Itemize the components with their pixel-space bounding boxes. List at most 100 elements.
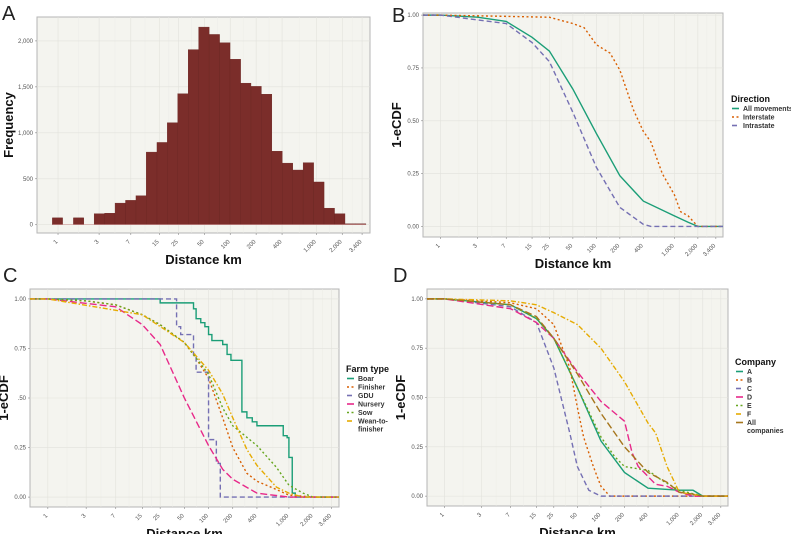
x-tick-label: 400 xyxy=(633,243,645,255)
x-tick-label: 7 xyxy=(501,243,508,250)
panel-a: A 1 3 7 15 25 50 100 200 400 1,000 2,000 3,400 0 500 1,… xyxy=(1,3,371,267)
y-tick-label: 1.00 xyxy=(407,13,419,19)
legend-label: Boar xyxy=(358,376,374,383)
x-tick-label: 200 xyxy=(246,239,258,251)
x-tick-label: 400 xyxy=(638,512,650,524)
y-tick-label: 1.00 xyxy=(411,297,423,303)
legend-label: Interstate xyxy=(743,115,775,122)
histogram-bar xyxy=(240,82,252,225)
y-tick-label: 0.25 xyxy=(407,172,419,178)
x-axis-label: Distance km xyxy=(165,252,242,267)
legend-label-line: All xyxy=(747,420,756,427)
histogram-bar xyxy=(167,122,178,225)
x-tick-label: 200 xyxy=(610,243,622,255)
panel-letter: C xyxy=(3,265,17,287)
x-tick-label: 15 xyxy=(135,513,144,522)
legend-label: F xyxy=(747,412,752,419)
y-tick-label: 0.25 xyxy=(411,445,423,451)
x-tick-label: 3 xyxy=(94,239,101,246)
histogram-bar xyxy=(271,150,283,225)
histogram-bar xyxy=(229,59,241,225)
x-axis-label: Distance km xyxy=(146,526,223,534)
legend-label-line: Wean-to- xyxy=(358,419,388,426)
x-axis-label: Distance km xyxy=(539,525,616,534)
histogram-bar xyxy=(198,26,210,225)
panel-letter: A xyxy=(2,3,16,25)
histogram-bar xyxy=(219,42,231,225)
panel-d: D 1 3 7 15 25 50 100 200 400 1,000 2,000 3,400 0.00 0.… xyxy=(393,265,784,534)
histogram-bar xyxy=(104,213,116,225)
legend-label: Sow xyxy=(358,410,373,417)
panel-b: B 1 3 7 15 25 50 100 200 400 1,000 2,000 3,400 0.00 0.… xyxy=(389,5,791,271)
x-tick-label: 1 xyxy=(439,512,446,519)
y-tick-label: .50 xyxy=(18,396,27,402)
series-line-all-companies xyxy=(427,298,728,497)
y-axis-label: 1-eCDF xyxy=(393,375,408,421)
histogram-bar xyxy=(146,151,158,225)
x-tick-label: 7 xyxy=(126,239,133,246)
x-tick-label: 1,000 xyxy=(275,513,290,528)
legend-label-line: finisher xyxy=(358,427,384,434)
x-tick-label: 3,400 xyxy=(318,513,333,528)
x-tick-label: 400 xyxy=(272,239,284,251)
histogram-bar xyxy=(282,162,293,225)
x-tick-label: 2,000 xyxy=(684,243,699,258)
x-tick-label: 2,000 xyxy=(689,512,704,527)
y-tick-label: 1,500 xyxy=(18,85,34,91)
histogram-bar xyxy=(261,94,273,225)
x-tick-label: 100 xyxy=(220,239,232,251)
y-tick-label: 1,000 xyxy=(18,131,34,137)
histogram-bar xyxy=(208,34,220,225)
series-line-d xyxy=(427,298,728,497)
x-tick-label: 50 xyxy=(197,239,206,248)
y-tick-label: 0.25 xyxy=(14,446,26,452)
histogram-bar xyxy=(323,207,335,225)
legend-label: C xyxy=(747,386,752,393)
y-axis-label: Frequency xyxy=(1,91,16,158)
y-tick-label: 0.50 xyxy=(407,119,419,125)
series-line-sow xyxy=(30,298,339,498)
histogram-bar xyxy=(114,202,126,225)
series-line-nursery xyxy=(30,298,339,498)
legend-label: Nursery xyxy=(358,402,385,409)
legend-label: GDU xyxy=(358,393,374,400)
panel-letter: D xyxy=(393,265,407,287)
x-tick-label: 3 xyxy=(81,513,88,520)
x-tick-label: 200 xyxy=(615,512,627,524)
x-tick-label: 25 xyxy=(542,243,551,252)
series-line-f xyxy=(427,298,728,497)
legend-label: E xyxy=(747,403,752,410)
y-axis-label: 1-eCDF xyxy=(0,375,11,421)
x-tick-label: 15 xyxy=(152,239,161,248)
legend-label: D xyxy=(747,395,752,402)
x-tick-label: 15 xyxy=(529,512,538,521)
x-tick-label: 400 xyxy=(247,513,259,525)
series-line-boar xyxy=(30,298,339,498)
y-tick-label: 0.50 xyxy=(411,396,423,402)
x-tick-label: 3 xyxy=(477,512,484,519)
x-tick-label: 3,400 xyxy=(707,512,722,527)
x-tick-label: 200 xyxy=(223,513,235,525)
histogram-bar xyxy=(250,86,262,225)
legend-label: Intrastate xyxy=(743,123,775,130)
x-tick-label: 50 xyxy=(565,243,574,252)
x-tick-label: 7 xyxy=(111,513,118,520)
x-tick-label: 25 xyxy=(153,513,162,522)
histogram-bar xyxy=(177,93,189,225)
x-tick-label: 25 xyxy=(171,239,180,248)
legend-label: Finisher xyxy=(358,385,386,392)
x-tick-label: 7 xyxy=(505,512,512,519)
y-tick-label: 2,000 xyxy=(18,39,34,45)
histogram-bar xyxy=(52,217,63,225)
legend-label: All companies xyxy=(747,420,784,435)
histogram-bar xyxy=(188,49,199,225)
legend-label-line: companies xyxy=(747,428,784,435)
x-tick-label: 100 xyxy=(586,243,598,255)
y-tick-label: 1.00 xyxy=(14,297,26,303)
histogram-bar xyxy=(292,169,304,225)
legend-label: A xyxy=(747,369,752,376)
y-tick-label: 500 xyxy=(23,177,34,183)
